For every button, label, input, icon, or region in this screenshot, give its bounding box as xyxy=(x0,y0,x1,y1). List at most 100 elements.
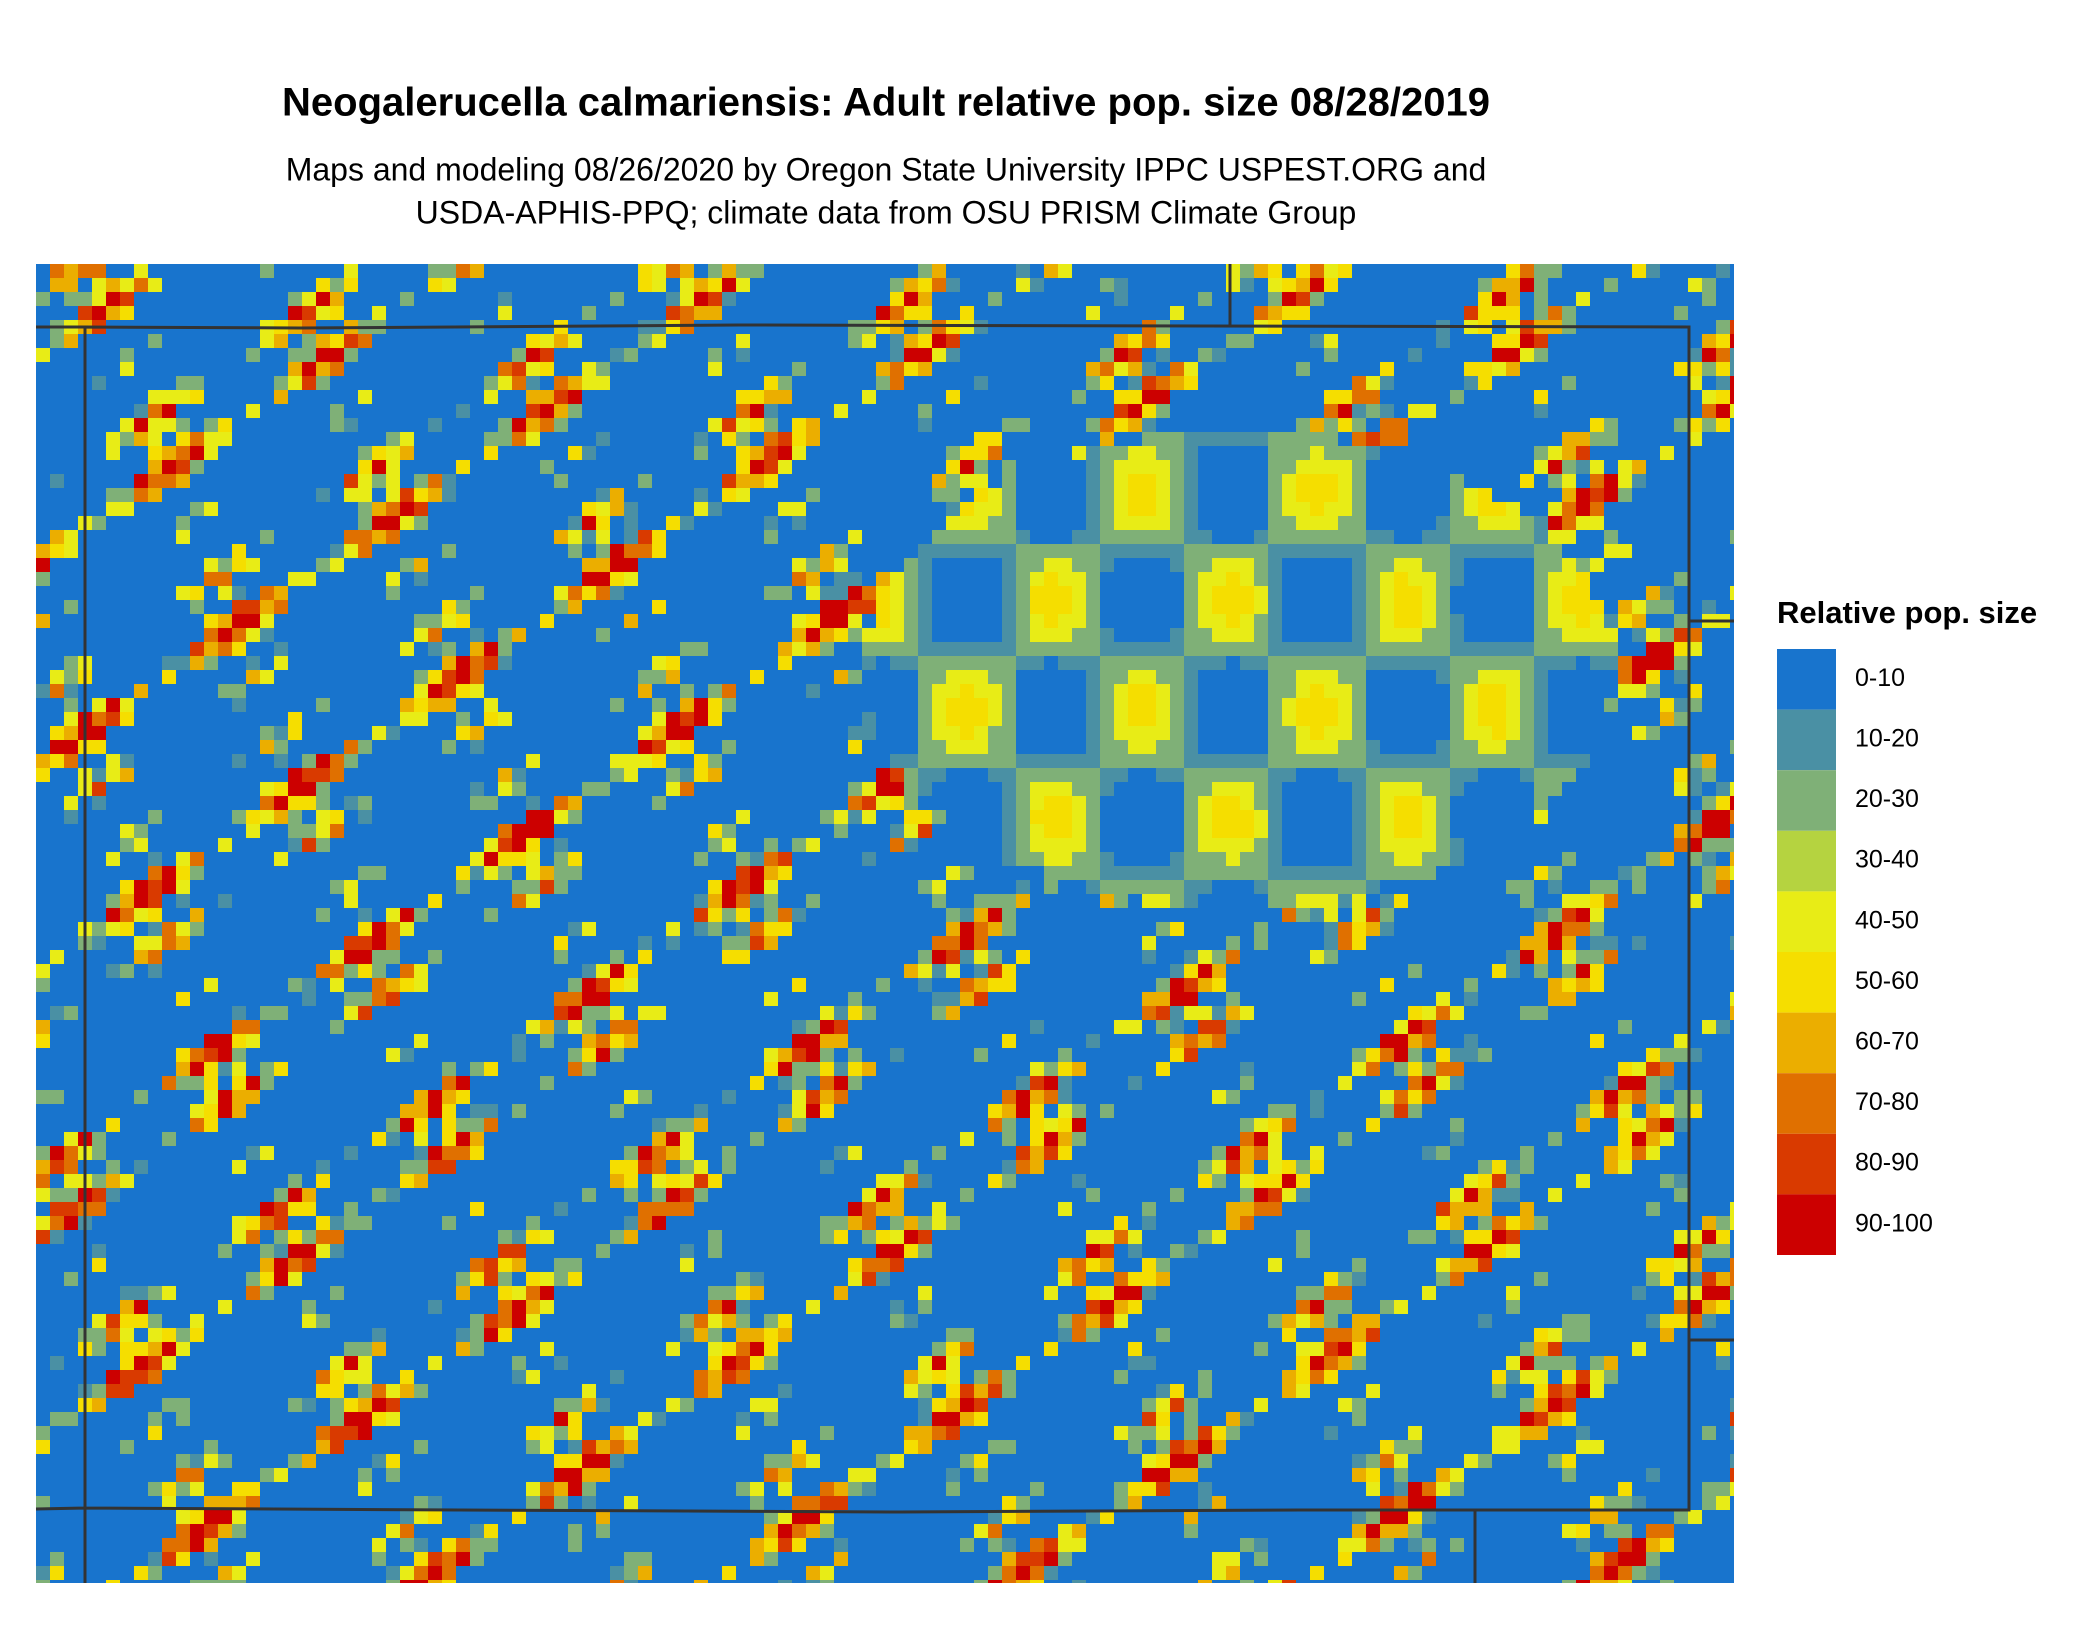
raster-cell xyxy=(862,1202,876,1216)
raster-cell xyxy=(1576,642,1590,656)
raster-cell xyxy=(1128,362,1142,376)
raster-cell xyxy=(1534,684,1548,698)
raster-cell xyxy=(190,376,204,390)
raster-cell xyxy=(1394,1020,1408,1034)
raster-cell xyxy=(960,684,974,698)
raster-cell xyxy=(1240,278,1254,292)
raster-cell xyxy=(1002,838,1016,852)
raster-cell xyxy=(862,1188,876,1202)
raster-cell xyxy=(736,334,750,348)
raster-cell xyxy=(666,292,680,306)
raster-cell xyxy=(526,418,540,432)
raster-cell xyxy=(1016,754,1030,768)
raster-cell xyxy=(890,376,904,390)
raster-cell xyxy=(834,1286,848,1300)
raster-cell xyxy=(890,306,904,320)
raster-cell xyxy=(1338,684,1352,698)
raster-cell xyxy=(960,1188,974,1202)
raster-cell xyxy=(1478,1160,1492,1174)
raster-cell xyxy=(1184,600,1198,614)
raster-cell xyxy=(1352,1468,1366,1482)
raster-cell xyxy=(204,628,218,642)
raster-cell xyxy=(162,1356,176,1370)
raster-cell xyxy=(1128,446,1142,460)
raster-cell xyxy=(498,852,512,866)
raster-cell xyxy=(1100,488,1114,502)
raster-cell xyxy=(1436,516,1450,530)
raster-cell xyxy=(862,656,876,670)
raster-cell xyxy=(1716,1020,1730,1034)
raster-cell xyxy=(1366,1062,1380,1076)
raster-cell xyxy=(932,712,946,726)
raster-cell xyxy=(1450,852,1464,866)
raster-cell xyxy=(1156,1482,1170,1496)
raster-cell xyxy=(1338,404,1352,418)
raster-cell xyxy=(1604,474,1618,488)
raster-cell xyxy=(1212,600,1226,614)
raster-cell xyxy=(1534,348,1548,362)
raster-cell xyxy=(1086,740,1100,754)
raster-cell xyxy=(568,390,582,404)
raster-cell xyxy=(1534,1342,1548,1356)
raster-cell xyxy=(512,1230,526,1244)
raster-cell xyxy=(288,362,302,376)
raster-cell xyxy=(274,334,288,348)
raster-cell xyxy=(666,782,680,796)
raster-cell xyxy=(1590,628,1604,642)
raster-cell xyxy=(582,1048,596,1062)
raster-cell xyxy=(1310,334,1324,348)
raster-cell xyxy=(1072,1104,1086,1118)
raster-cell xyxy=(890,1174,904,1188)
raster-cell xyxy=(1646,1202,1660,1216)
raster-cell xyxy=(1450,1118,1464,1132)
raster-cell xyxy=(848,1272,862,1286)
raster-cell xyxy=(1030,1104,1044,1118)
raster-cell xyxy=(1548,306,1562,320)
raster-cell xyxy=(1646,726,1660,740)
raster-cell xyxy=(1128,880,1142,894)
raster-cell xyxy=(1590,1440,1604,1454)
raster-cell xyxy=(1058,1132,1072,1146)
raster-cell xyxy=(1044,866,1058,880)
raster-cell xyxy=(372,1188,386,1202)
raster-cell xyxy=(512,1104,526,1118)
raster-cell xyxy=(1156,544,1170,558)
raster-cell xyxy=(1044,880,1058,894)
raster-cell xyxy=(890,1048,904,1062)
raster-cell xyxy=(1380,824,1394,838)
raster-cell xyxy=(1702,418,1716,432)
raster-cell xyxy=(1198,1454,1212,1468)
raster-cell xyxy=(92,1132,106,1146)
raster-cell xyxy=(1058,1328,1072,1342)
raster-cell xyxy=(162,1328,176,1342)
raster-cell xyxy=(190,502,204,516)
raster-cell xyxy=(1044,600,1058,614)
raster-cell xyxy=(50,530,64,544)
raster-cell xyxy=(988,922,1002,936)
raster-cell xyxy=(834,614,848,628)
raster-cell xyxy=(1646,1314,1660,1328)
raster-cell xyxy=(1730,936,1734,950)
raster-cell xyxy=(904,572,918,586)
raster-cell xyxy=(1380,852,1394,866)
raster-cell xyxy=(974,530,988,544)
raster-cell xyxy=(190,586,204,600)
raster-cell xyxy=(358,1468,372,1482)
raster-cell xyxy=(456,726,470,740)
raster-cell xyxy=(904,1216,918,1230)
raster-cell xyxy=(218,894,232,908)
raster-cell xyxy=(316,488,330,502)
raster-cell xyxy=(1184,740,1198,754)
raster-cell xyxy=(1156,460,1170,474)
raster-cell xyxy=(92,740,106,754)
raster-cell xyxy=(36,292,50,306)
raster-cell xyxy=(1548,768,1562,782)
raster-cell xyxy=(1030,1482,1044,1496)
raster-cell xyxy=(1296,488,1310,502)
raster-cell xyxy=(1366,824,1380,838)
raster-cell xyxy=(946,1006,960,1020)
raster-cell xyxy=(806,1034,820,1048)
raster-cell xyxy=(750,1496,764,1510)
raster-cell xyxy=(316,376,330,390)
raster-cell xyxy=(470,782,484,796)
